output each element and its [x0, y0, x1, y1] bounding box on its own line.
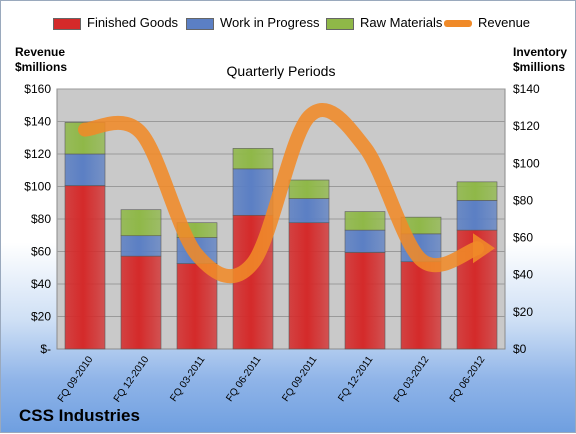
left-tick-label: $140 [24, 115, 51, 129]
right-axis-title: Inventory $millions [513, 45, 568, 74]
bar-work-in-progress [64, 153, 106, 186]
revenue-line-path [78, 103, 484, 284]
category-label: FQ 03-2011 [168, 354, 207, 404]
bar-work-in-progress [288, 198, 330, 224]
right-tick-label: $80 [513, 193, 533, 207]
bar-finished-goods [64, 185, 106, 350]
right-tick-label: $0 [513, 342, 527, 356]
legend-swatch [186, 17, 214, 30]
left-tick-label: $160 [24, 82, 51, 96]
left-tick-label: $- [40, 342, 51, 356]
revenue-line [78, 103, 495, 284]
bars [64, 122, 498, 350]
bar-work-in-progress [456, 200, 498, 231]
legend-label: Work in Progress [220, 15, 320, 30]
category-label: FQ 03-2012 [392, 354, 432, 404]
category-label: FQ 09-2010 [56, 354, 96, 404]
right-tick-label: $100 [513, 156, 540, 170]
bar-work-in-progress [232, 168, 274, 216]
bar-raw-materials [232, 148, 274, 170]
bar-finished-goods [176, 263, 218, 350]
bar-raw-materials [456, 181, 498, 201]
bar-finished-goods [120, 255, 162, 350]
legend-item: Revenue [444, 15, 530, 30]
legend-item: Raw Materials [326, 15, 442, 30]
left-tick-label: $60 [31, 245, 51, 259]
legend-label: Revenue [478, 15, 531, 30]
left-tick-label: $40 [31, 277, 51, 291]
legend-item: Finished Goods [53, 15, 178, 30]
category-label: FQ 12-2010 [112, 354, 152, 404]
category-label: FQ 12-2011 [336, 354, 375, 404]
bar-finished-goods [288, 222, 330, 350]
left-axis-title: Revenue $millions [15, 45, 68, 74]
bar-work-in-progress [120, 235, 162, 257]
bar-finished-goods [400, 261, 442, 350]
right-tick-label: $20 [513, 305, 533, 319]
right-tick-label: $60 [513, 231, 533, 245]
revenue-line-arrowhead [473, 233, 495, 264]
legend-label: Raw Materials [360, 15, 443, 30]
left-tick-label: $80 [31, 212, 51, 226]
bar-finished-goods [344, 252, 386, 350]
bar-work-in-progress [344, 229, 386, 253]
left-tick-label: $20 [31, 310, 51, 324]
bar-raw-materials [288, 179, 330, 199]
bar-raw-materials [344, 211, 386, 231]
left-tick-label: $100 [24, 180, 51, 194]
company-name: CSS Industries [19, 406, 140, 425]
chart-title: Quarterly Periods [227, 63, 336, 79]
bar-raw-materials [120, 209, 162, 237]
legend-swatch [53, 17, 81, 30]
category-label: FQ 06-2011 [224, 354, 263, 404]
right-tick-label: $40 [513, 268, 533, 282]
legend-label: Finished Goods [87, 15, 179, 30]
legend-swatch [444, 20, 472, 28]
category-label: FQ 06-2012 [448, 354, 488, 404]
legend-swatch [326, 17, 354, 30]
legend-item: Work in Progress [186, 15, 319, 30]
right-tick-label: $140 [513, 82, 540, 96]
right-tick-label: $120 [513, 119, 540, 133]
left-tick-label: $120 [24, 147, 51, 161]
category-label: FQ 09-2011 [280, 354, 319, 404]
